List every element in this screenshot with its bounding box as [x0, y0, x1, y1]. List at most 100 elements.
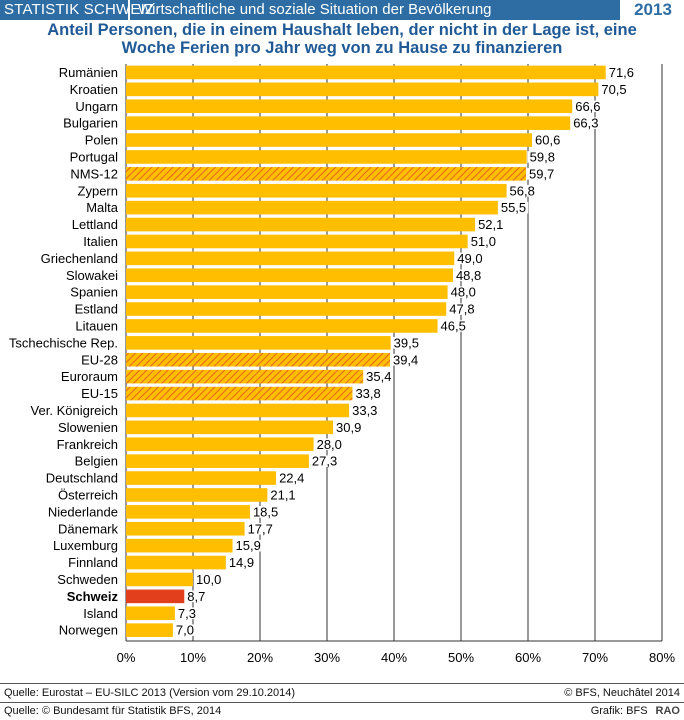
- category-label: Niederlande: [48, 504, 118, 519]
- value-label: 33,8: [355, 386, 380, 401]
- value-label: 56,8: [510, 183, 535, 198]
- copyright-source: Quelle: © Bundesamt für Statistik BFS, 2…: [4, 705, 222, 717]
- value-label: 21,1: [270, 487, 295, 502]
- value-label: 48,8: [456, 268, 481, 283]
- source-note: Quelle: Eurostat – EU-SILC 2013 (Version…: [4, 687, 296, 699]
- bar: [126, 268, 453, 283]
- value-label: 51,0: [471, 234, 496, 249]
- value-label: 10,0: [196, 572, 221, 587]
- value-label: 52,1: [478, 217, 503, 232]
- category-label: Schweiz: [67, 589, 119, 604]
- category-label: Kroatien: [70, 82, 118, 97]
- category-label: EU-15: [81, 386, 118, 401]
- x-tick-label: 60%: [515, 650, 541, 665]
- bar: [126, 319, 438, 333]
- value-label: 66,6: [575, 99, 600, 114]
- value-label-bg: [476, 218, 506, 231]
- value-label-bg: [533, 134, 563, 146]
- header-subtitle: Wirtschaftliche und soziale Situation de…: [138, 1, 492, 18]
- bar: [126, 200, 498, 215]
- value-label: 15,9: [236, 538, 261, 553]
- value-label: 49,0: [457, 251, 482, 266]
- x-tick-label: 70%: [582, 650, 608, 665]
- x-tick-label: 50%: [448, 650, 474, 665]
- value-label: 39,4: [393, 352, 418, 367]
- category-label: Luxemburg: [53, 538, 118, 553]
- footer-rule-2: [0, 702, 684, 703]
- value-label: 39,5: [394, 335, 419, 350]
- category-label: Malta: [86, 200, 119, 215]
- value-label-bg: [185, 590, 208, 603]
- value-label-bg: [309, 455, 340, 467]
- category-label: Ungarn: [75, 99, 118, 114]
- value-label: 8,7: [187, 589, 205, 604]
- chart-title: Anteil Personen, die in einem Haushalt l…: [0, 21, 684, 57]
- category-label: Slowakei: [66, 268, 118, 283]
- bar: [126, 150, 527, 164]
- author-code: RAO: [655, 705, 680, 717]
- year-badge: 2013: [620, 0, 684, 20]
- bar: [126, 234, 468, 249]
- value-label: 71,6: [609, 65, 634, 80]
- value-label-bg: [527, 151, 557, 163]
- category-label: Portugal: [70, 149, 119, 164]
- x-tick-label: 20%: [247, 650, 273, 665]
- value-label-bg: [334, 421, 364, 434]
- bar: [126, 420, 334, 435]
- category-label: Dänemark: [58, 521, 118, 536]
- category-label: Österreich: [58, 487, 118, 502]
- header-divider: [128, 0, 130, 20]
- value-label-bg: [468, 235, 499, 248]
- graphic-credit: Grafik: BFS RAO: [591, 705, 680, 717]
- value-label-bg: [448, 286, 478, 298]
- bar: [126, 285, 448, 299]
- value-label: 22,4: [279, 471, 304, 486]
- header-bar: STATISTIK SCHWEIZ Wirtschaftliche und so…: [0, 0, 684, 20]
- bar: [126, 116, 571, 130]
- bar: [126, 505, 250, 519]
- value-label: 46,5: [441, 318, 466, 333]
- bar: [126, 386, 353, 401]
- value-label-bg: [391, 337, 421, 349]
- copyright-note: © BFS, Neuchâtel 2014: [564, 687, 680, 699]
- chart-title-line1: Anteil Personen, die in einem Haushalt l…: [47, 21, 637, 39]
- value-label-bg: [606, 66, 637, 79]
- value-label-bg: [390, 353, 421, 366]
- bar: [126, 251, 455, 266]
- value-label-bg: [364, 370, 394, 383]
- graphic-label: Grafik: BFS: [590, 705, 648, 717]
- value-label: 59,7: [529, 166, 554, 181]
- category-label: Estland: [75, 302, 118, 317]
- value-label: 7,3: [178, 606, 196, 621]
- bar: [126, 403, 350, 418]
- value-label: 28,0: [317, 437, 342, 452]
- bar: [126, 589, 185, 604]
- category-label: Ver. Königreich: [31, 403, 118, 418]
- value-label-bg: [194, 573, 224, 586]
- category-label: Bulgarien: [63, 116, 118, 131]
- bar: [126, 352, 390, 367]
- value-label-bg: [599, 83, 629, 96]
- value-label-bg: [353, 387, 383, 400]
- value-label: 59,8: [530, 149, 555, 164]
- bar: [126, 538, 233, 553]
- x-tick-label: 0%: [117, 650, 136, 665]
- value-label: 66,3: [573, 116, 598, 131]
- bar: [126, 488, 268, 502]
- value-label: 35,4: [366, 369, 391, 384]
- value-label-bg: [277, 472, 307, 484]
- category-label: Euroraum: [61, 369, 118, 384]
- bar: [126, 454, 309, 468]
- value-label: 47,8: [449, 302, 474, 317]
- bar: [126, 555, 226, 570]
- bar: [126, 369, 364, 384]
- x-tick-label: 10%: [180, 650, 206, 665]
- category-label: Schweden: [57, 572, 118, 587]
- value-label-bg: [571, 117, 601, 129]
- bar: [126, 521, 245, 536]
- category-label: Island: [83, 606, 118, 621]
- bar: [126, 133, 533, 147]
- bar: [126, 471, 277, 485]
- value-label: 48,0: [451, 285, 476, 300]
- bar: [126, 167, 526, 181]
